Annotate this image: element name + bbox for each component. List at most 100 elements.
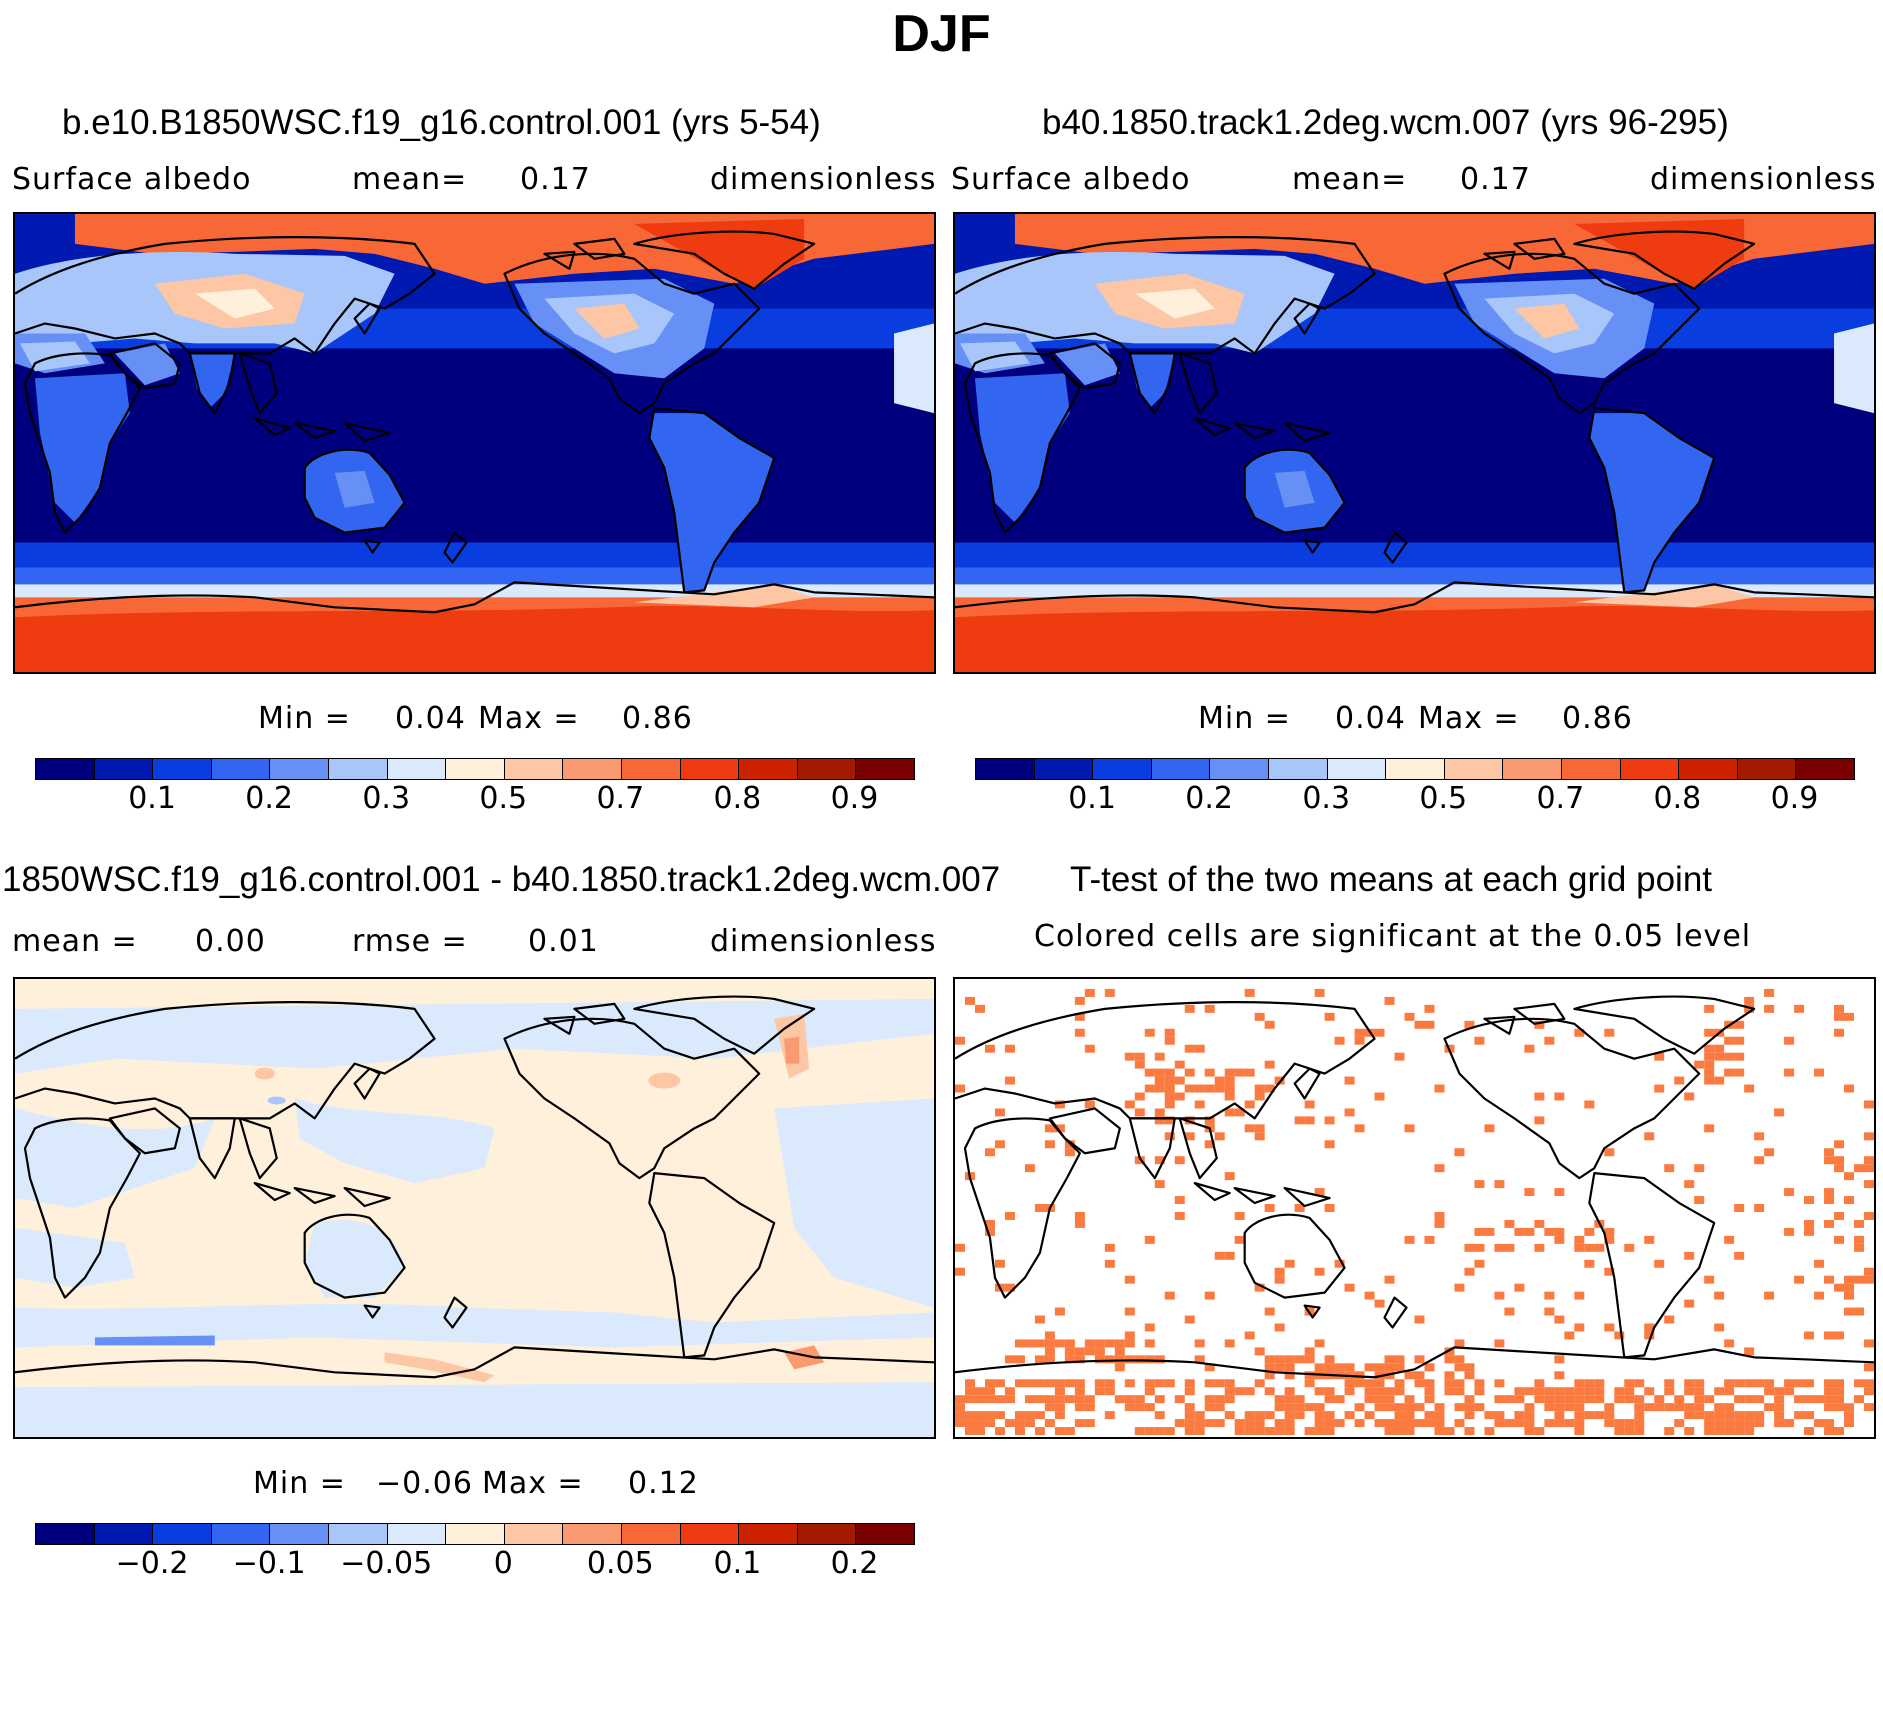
significant-cell <box>1134 1092 1145 1101</box>
significant-cell <box>1374 1403 1385 1412</box>
significant-cell <box>955 1403 965 1412</box>
significant-cell <box>1194 1044 1205 1053</box>
significant-cell <box>1824 1156 1835 1165</box>
units-label: dimensionless <box>710 924 937 959</box>
significant-cell <box>1664 1403 1675 1412</box>
significant-cell <box>964 1419 975 1428</box>
significant-cell <box>1274 1427 1285 1436</box>
significant-cell <box>1854 1164 1865 1173</box>
significant-cell <box>1864 1156 1874 1165</box>
significant-cell <box>1374 1379 1385 1388</box>
significant-cell <box>1554 1411 1565 1420</box>
significant-cell <box>1114 1339 1125 1348</box>
significant-cell <box>1054 1379 1065 1388</box>
significant-cell <box>1304 1403 1315 1412</box>
significant-cell <box>1694 1411 1705 1420</box>
significant-cell <box>1064 1339 1075 1348</box>
significant-cell <box>1574 1235 1585 1244</box>
significant-cell <box>1284 1403 1295 1412</box>
significant-cell <box>1794 1275 1805 1284</box>
significant-cell <box>1424 1379 1435 1388</box>
significant-cell <box>1294 1355 1305 1364</box>
significant-cell <box>1334 1363 1345 1372</box>
significant-cell <box>1384 1395 1395 1404</box>
significant-cell <box>1134 1052 1145 1061</box>
significant-cell <box>1154 1052 1165 1061</box>
significant-cell <box>955 1411 965 1420</box>
variable-label: Surface albedo <box>951 162 1191 197</box>
significant-cell <box>1864 1339 1874 1348</box>
mean-label: mean= <box>1292 162 1408 197</box>
colorbar-swatch <box>797 759 857 779</box>
significant-cell <box>1584 1387 1595 1396</box>
colorbar-tick-label: 0.2 <box>830 1546 879 1581</box>
colorbar-tick-label: 0.2 <box>1185 781 1233 816</box>
significant-cell <box>1544 1307 1555 1316</box>
significant-cell <box>1134 1060 1145 1069</box>
significant-cell <box>1544 1403 1555 1412</box>
significant-cell <box>1274 1267 1285 1276</box>
significant-cell <box>1614 1427 1625 1436</box>
significant-cell <box>1124 1379 1135 1388</box>
significant-cell <box>1024 1411 1035 1420</box>
significant-cell <box>1784 1068 1795 1077</box>
significant-cell <box>1164 1132 1175 1141</box>
max-label: Max = <box>1418 701 1520 736</box>
significant-cell <box>1284 1355 1295 1364</box>
significant-cell <box>955 1036 965 1045</box>
significant-cell <box>1564 1387 1575 1396</box>
significant-cell <box>1084 1403 1095 1412</box>
significant-cell <box>1554 1235 1565 1244</box>
significant-cell <box>1844 1283 1855 1292</box>
colorbar-swatch <box>211 1524 271 1544</box>
significant-cell <box>1234 1108 1245 1117</box>
panel-title-experiment: b40.1850.track1.2deg.wcm.007 (yrs 96-295… <box>1042 103 1729 142</box>
significant-cell <box>1264 1020 1275 1029</box>
panel-title-control: b.e10.B1850WSC.f19_g16.control.001 (yrs … <box>62 103 821 142</box>
significant-cell <box>1384 1427 1395 1436</box>
significant-cell <box>1154 1076 1165 1085</box>
significant-cell <box>1704 1275 1715 1284</box>
significant-cell <box>1474 1259 1485 1268</box>
mean-label: mean= <box>352 162 468 197</box>
significant-cell <box>1224 1395 1235 1404</box>
significant-cell <box>1394 1403 1405 1412</box>
significant-cell <box>1814 1395 1825 1404</box>
significant-cell <box>1284 1395 1295 1404</box>
significant-cell <box>1214 1419 1225 1428</box>
significant-cell <box>1044 1331 1055 1340</box>
significant-cell <box>1834 1235 1845 1244</box>
significant-cell <box>1104 1379 1115 1388</box>
significant-cell <box>1634 1403 1645 1412</box>
significant-cell <box>1274 1395 1285 1404</box>
significant-cell <box>1044 1347 1055 1356</box>
significant-cell <box>1674 1076 1685 1085</box>
significant-cell <box>1144 1379 1155 1388</box>
significant-cell <box>1744 1395 1755 1404</box>
significant-cell <box>1694 1387 1705 1396</box>
significant-cell <box>1304 1371 1315 1380</box>
significant-cell <box>1624 1379 1635 1388</box>
significant-cell <box>1834 1012 1845 1021</box>
significant-cell <box>1684 1379 1695 1388</box>
significant-cell <box>1154 1084 1165 1093</box>
colorbar-swatch <box>1796 759 1854 779</box>
colorbar-tick-label: 0.1 <box>128 781 176 816</box>
colorbar-swatch <box>36 759 95 779</box>
significant-cell <box>1144 1068 1155 1077</box>
significant-cell <box>1134 1108 1145 1117</box>
significant-cell <box>1404 1012 1415 1021</box>
significant-cell <box>1424 1004 1435 1013</box>
significant-cell <box>1764 1291 1775 1300</box>
significant-cell <box>1804 1219 1815 1228</box>
significant-cell <box>1414 1371 1425 1380</box>
significant-cell <box>1504 1219 1515 1228</box>
significant-cell <box>1594 1395 1605 1404</box>
significant-cell <box>1794 1411 1805 1420</box>
significant-cell <box>1744 1004 1755 1013</box>
significant-cell <box>1574 1419 1585 1428</box>
significant-cell <box>1414 1403 1425 1412</box>
significant-cell <box>1074 1379 1085 1388</box>
significant-cell <box>1024 1339 1035 1348</box>
significant-cell <box>1864 1164 1874 1173</box>
